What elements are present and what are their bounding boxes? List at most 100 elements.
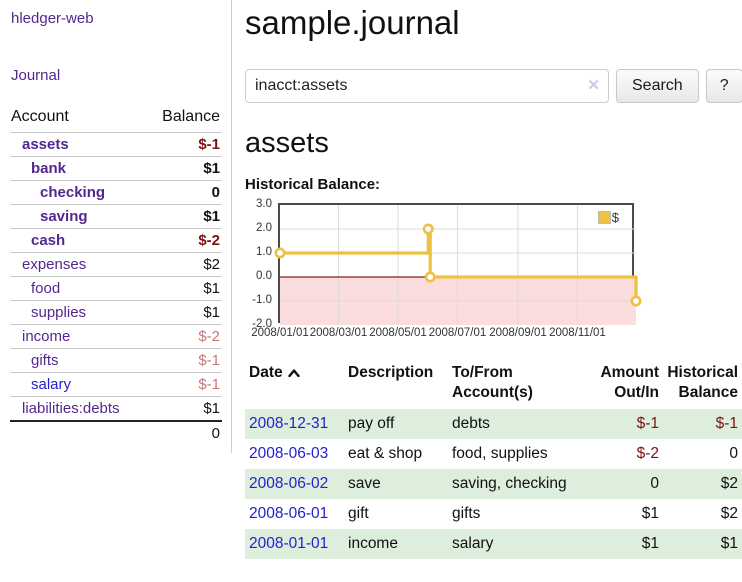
transaction-accounts: salary [452, 535, 494, 552]
y-tick-label: -2.0 [252, 318, 272, 330]
account-link[interactable]: assets [22, 136, 69, 153]
transaction-row[interactable]: 2008-01-01 income salary $1 $1 [245, 529, 742, 559]
account-balance: $1 [147, 396, 222, 421]
sidebar-item-journal[interactable]: Journal [11, 67, 61, 84]
transaction-row[interactable]: 2008-06-03 eat & shop food, supplies $-2… [245, 439, 742, 469]
search-button[interactable]: Search [616, 69, 699, 103]
accounts-body: assets $-1 bank $1 checking 0 saving $1 … [10, 132, 222, 421]
transaction-amount: $1 [641, 505, 659, 522]
transaction-date-link[interactable]: 2008-06-01 [249, 505, 329, 522]
transaction-accounts: food, supplies [452, 445, 548, 462]
account-balance: $1 [147, 156, 222, 181]
account-link[interactable]: cash [31, 232, 66, 249]
account-balance: $-1 [147, 348, 222, 373]
amount-header: Amount Out/In [600, 364, 659, 401]
account-link[interactable]: food [31, 280, 61, 297]
account-link[interactable]: expenses [22, 256, 87, 273]
transaction-date-link[interactable]: 2008-01-01 [249, 535, 329, 552]
balance-header: Historical Balance [667, 364, 738, 401]
x-tick-label: 2008/03/01 [309, 327, 368, 339]
transaction-balance: $-1 [715, 415, 738, 432]
account-link[interactable]: checking [40, 184, 106, 201]
transaction-row[interactable]: 2008-06-01 gift gifts $1 $2 [245, 499, 742, 529]
account-balance: $-1 [147, 132, 222, 157]
account-link[interactable]: income [22, 328, 71, 345]
chart-canvas [274, 205, 642, 325]
account-row: salary $-1 [10, 372, 222, 397]
y-tick-label: 1.0 [256, 246, 272, 258]
account-row: cash $-2 [10, 228, 222, 253]
account-row: expenses $2 [10, 252, 222, 277]
account-balance: $2 [147, 252, 222, 277]
transaction-amount: $-2 [636, 445, 659, 462]
help-button[interactable]: ? [705, 69, 742, 103]
account-link[interactable]: gifts [31, 352, 59, 369]
app-title-link[interactable]: hledger-web [11, 10, 94, 27]
account-row: checking 0 [10, 180, 222, 205]
register-table: Date Description To/From Account(s) Amou… [245, 359, 742, 559]
register-header-row: Date Description To/From Account(s) Amou… [245, 359, 742, 409]
transaction-row[interactable]: 2008-06-02 save saving, checking 0 $2 [245, 469, 742, 499]
chart-legend: $ [597, 210, 619, 225]
chart-plot-area[interactable]: $ [274, 203, 642, 325]
transaction-balance: $2 [720, 505, 738, 522]
chart-heading: Historical Balance: [245, 176, 381, 193]
account-balance: $1 [147, 276, 222, 301]
account-balance: $1 [147, 204, 222, 229]
series-label: $ [611, 210, 619, 225]
x-tick-label: 2008/01/01 [251, 327, 309, 339]
accounts-total-value: 0 [147, 420, 222, 445]
accounts-header: To/From Account(s) [452, 364, 533, 401]
account-row: gifts $-1 [10, 348, 222, 373]
transaction-accounts: saving, checking [452, 475, 567, 492]
transaction-date-link[interactable]: 2008-12-31 [249, 415, 329, 432]
series-swatch-icon [597, 211, 611, 224]
account-row: bank $1 [10, 156, 222, 181]
sort-ascending-icon [287, 369, 300, 377]
transaction-description: save [348, 475, 381, 492]
accounts-header-account: Account [11, 108, 69, 125]
accounts-table: Account Balance assets $-1 bank $1 check… [10, 105, 222, 445]
transaction-date-link[interactable]: 2008-06-03 [249, 445, 329, 462]
x-tick-label: 2008/09/01 [489, 327, 547, 339]
x-tick-label: 2008/11/01 [549, 327, 606, 339]
transaction-date-link[interactable]: 2008-06-02 [249, 475, 329, 492]
accounts-header-balance: Balance [162, 108, 220, 125]
account-link[interactable]: salary [31, 376, 72, 393]
transaction-accounts: gifts [452, 505, 481, 522]
transaction-row[interactable]: 2008-12-31 pay off debts $-1 $-1 [245, 409, 742, 439]
description-header: Description [348, 364, 434, 381]
transaction-description: income [348, 535, 398, 552]
account-row: assets $-1 [10, 132, 222, 157]
account-row: food $1 [10, 276, 222, 301]
account-link[interactable]: supplies [31, 304, 87, 321]
clear-search-icon[interactable]: ✕ [587, 77, 600, 94]
accounts-total-spacer [10, 420, 148, 445]
transaction-description: pay off [348, 415, 395, 432]
historical-balance-chart: $ 3.0 2.0 1.0 0.0 -1.0 -2.0 2008/01/01 2008/03… [251, 198, 642, 339]
date-header-label: Date [249, 364, 283, 381]
transaction-amount: 0 [650, 475, 659, 492]
transaction-balance: $1 [720, 535, 738, 552]
main-content: sample.journal ✕ Search ? assets Histori… [232, 0, 742, 559]
accounts-total-row: 0 [10, 420, 222, 445]
x-tick-label: 2008/05/01 [369, 327, 427, 339]
x-tick-label: 2008/07/01 [428, 327, 487, 339]
transaction-description: gift [348, 505, 369, 522]
account-balance: $1 [147, 300, 222, 325]
y-tick-label: 3.0 [256, 198, 272, 210]
account-link[interactable]: bank [31, 160, 67, 177]
account-row: supplies $1 [10, 300, 222, 325]
account-link[interactable]: saving [40, 208, 88, 225]
transaction-accounts: debts [452, 415, 490, 432]
search-form: ✕ Search ? [245, 69, 742, 103]
account-balance: $-2 [147, 228, 222, 253]
account-link[interactable]: liabilities:debts [22, 400, 120, 417]
app-window: hledger-web Journal Account Balance asse… [0, 0, 742, 559]
transaction-balance: 0 [729, 445, 738, 462]
sort-by-date-link[interactable]: Date [249, 363, 300, 383]
register-body: 2008-12-31 pay off debts $-1 $-1 2008-06… [245, 409, 742, 559]
sidebar: hledger-web Journal Account Balance asse… [0, 0, 232, 453]
transaction-amount: $-1 [636, 415, 659, 432]
search-input[interactable] [245, 69, 609, 103]
